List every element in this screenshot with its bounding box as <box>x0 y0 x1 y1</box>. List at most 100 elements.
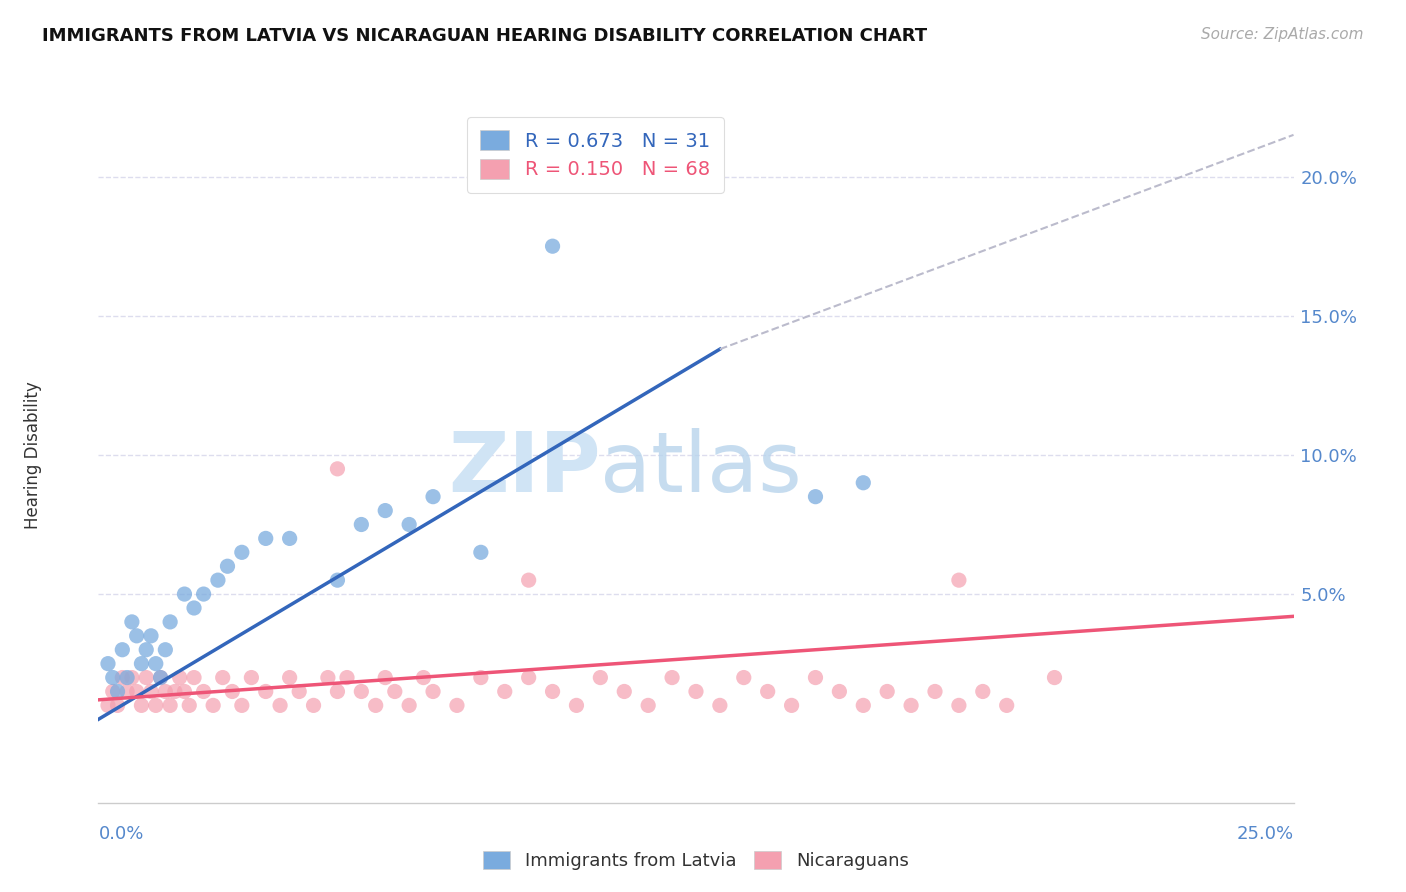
Point <box>780 698 803 713</box>
Point <box>470 545 492 559</box>
Point <box>995 698 1018 713</box>
Point <box>97 657 120 671</box>
Point <box>149 671 172 685</box>
Point <box>541 239 564 253</box>
Point <box>211 671 233 685</box>
Point <box>139 629 162 643</box>
Point <box>135 671 157 685</box>
Point <box>733 671 755 685</box>
Point <box>541 684 564 698</box>
Point <box>139 684 162 698</box>
Point <box>179 698 201 713</box>
Point <box>948 573 970 587</box>
Point <box>231 545 253 559</box>
Point <box>155 684 177 698</box>
Point <box>159 615 181 629</box>
Point <box>350 684 373 698</box>
Point <box>111 671 134 685</box>
Point <box>316 671 339 685</box>
Point <box>384 684 406 698</box>
Point <box>326 462 349 476</box>
Point <box>115 671 138 685</box>
Point <box>613 684 636 698</box>
Point <box>111 642 134 657</box>
Point <box>852 475 875 490</box>
Text: 25.0%: 25.0% <box>1236 825 1294 843</box>
Point <box>269 698 291 713</box>
Point <box>517 671 540 685</box>
Text: IMMIGRANTS FROM LATVIA VS NICARAGUAN HEARING DISABILITY CORRELATION CHART: IMMIGRANTS FROM LATVIA VS NICARAGUAN HEA… <box>42 27 928 45</box>
Point <box>202 698 225 713</box>
Point <box>240 671 263 685</box>
Text: Source: ZipAtlas.com: Source: ZipAtlas.com <box>1201 27 1364 42</box>
Text: Hearing Disability: Hearing Disability <box>24 381 42 529</box>
Point <box>326 684 349 698</box>
Point <box>149 671 172 685</box>
Point <box>924 684 946 698</box>
Point <box>398 698 420 713</box>
Point <box>804 490 827 504</box>
Point <box>589 671 612 685</box>
Point <box>131 657 153 671</box>
Point <box>661 671 683 685</box>
Point <box>374 671 396 685</box>
Point <box>972 684 994 698</box>
Point <box>565 698 588 713</box>
Point <box>193 587 215 601</box>
Point <box>125 684 148 698</box>
Point <box>876 684 898 698</box>
Point <box>446 698 468 713</box>
Point <box>494 684 516 698</box>
Point <box>398 517 420 532</box>
Point <box>852 698 875 713</box>
Text: ZIP: ZIP <box>449 428 600 509</box>
Point <box>804 671 827 685</box>
Point <box>183 601 205 615</box>
Point <box>97 698 120 713</box>
Point <box>121 671 143 685</box>
Point <box>900 698 922 713</box>
Point <box>135 642 157 657</box>
Point <box>207 573 229 587</box>
Point <box>131 698 153 713</box>
Point <box>278 671 301 685</box>
Point <box>412 671 434 685</box>
Point <box>422 684 444 698</box>
Point <box>101 684 124 698</box>
Legend: Immigrants from Latvia, Nicaraguans: Immigrants from Latvia, Nicaraguans <box>477 844 915 877</box>
Point <box>350 517 373 532</box>
Point <box>221 684 243 698</box>
Point <box>169 671 191 685</box>
Point <box>115 684 138 698</box>
Point <box>637 698 659 713</box>
Point <box>159 698 181 713</box>
Point <box>193 684 215 698</box>
Point <box>374 503 396 517</box>
Point <box>145 698 167 713</box>
Point <box>470 671 492 685</box>
Text: atlas: atlas <box>600 428 801 509</box>
Point <box>254 684 277 698</box>
Point <box>183 671 205 685</box>
Point <box>107 684 129 698</box>
Point <box>756 684 779 698</box>
Text: 0.0%: 0.0% <box>98 825 143 843</box>
Point <box>948 698 970 713</box>
Point <box>278 532 301 546</box>
Point <box>155 642 177 657</box>
Point <box>1043 671 1066 685</box>
Point <box>364 698 387 713</box>
Point <box>231 698 253 713</box>
Point <box>302 698 325 713</box>
Point <box>163 684 186 698</box>
Point <box>217 559 239 574</box>
Point <box>121 615 143 629</box>
Point <box>125 629 148 643</box>
Point <box>422 490 444 504</box>
Point <box>326 573 349 587</box>
Point <box>145 657 167 671</box>
Point <box>254 532 277 546</box>
Point <box>709 698 731 713</box>
Point <box>517 573 540 587</box>
Point <box>173 587 195 601</box>
